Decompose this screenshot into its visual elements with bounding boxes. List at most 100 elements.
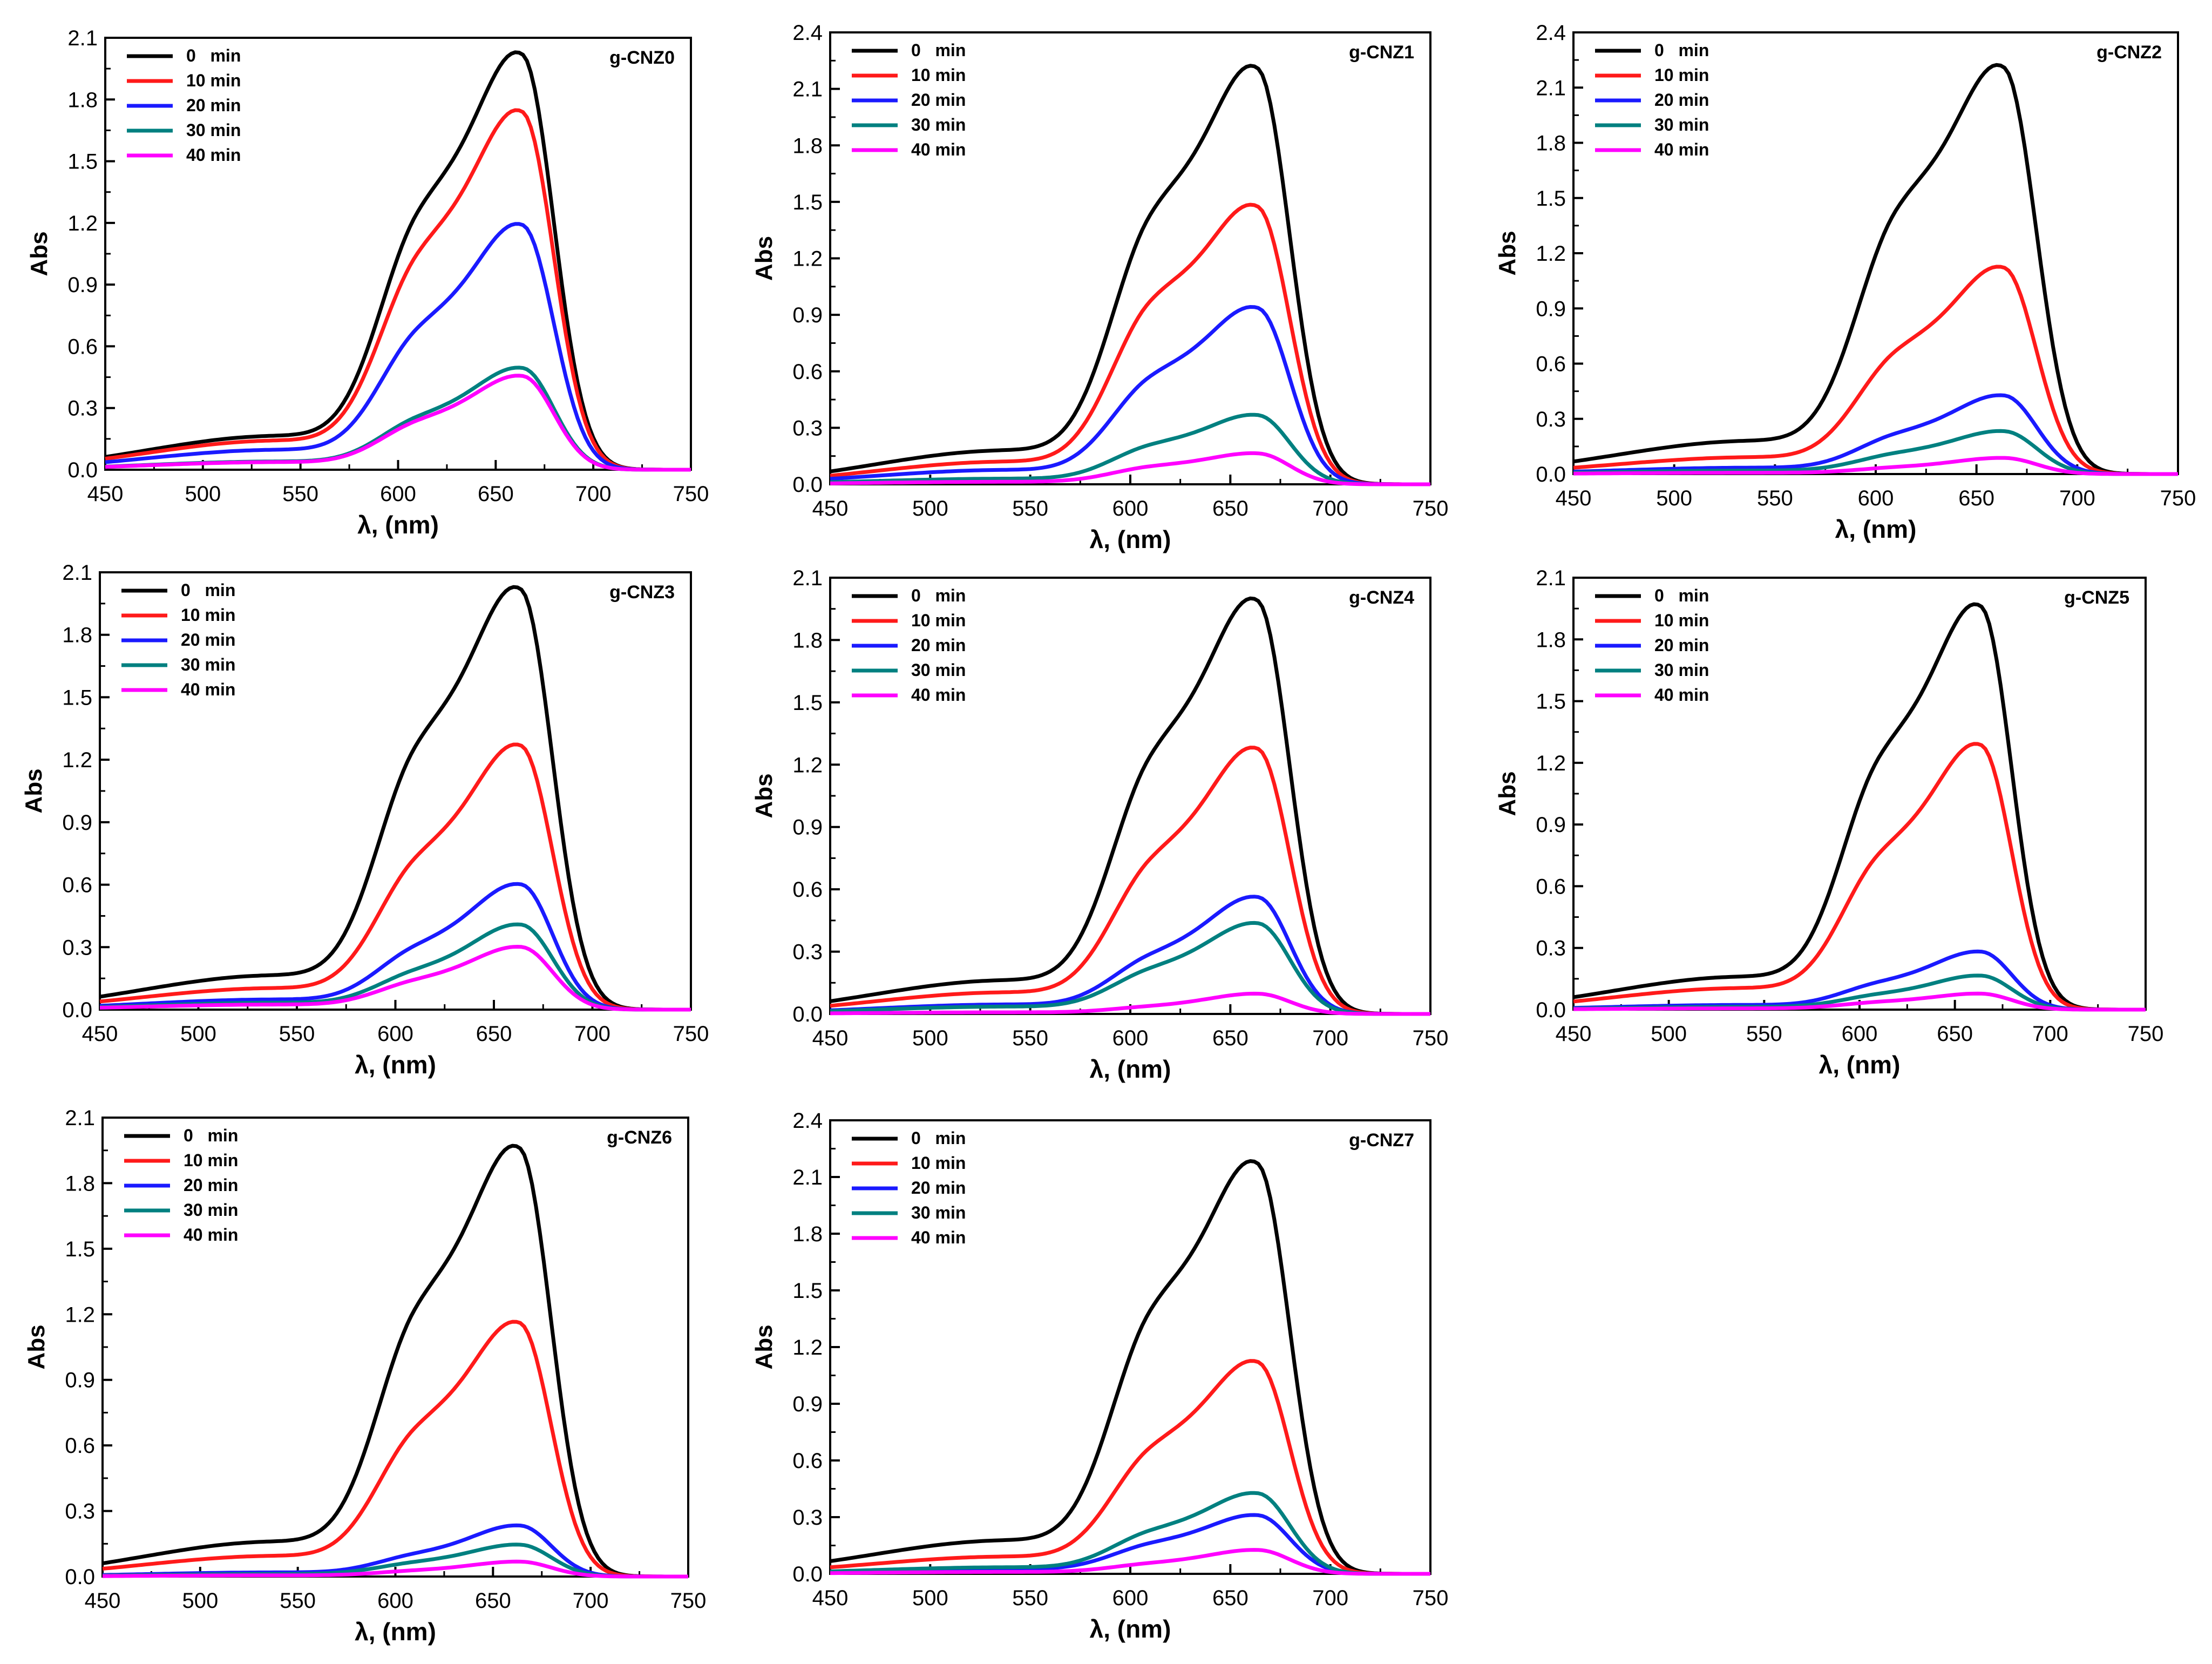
x-tick-label: 700 <box>1312 1586 1348 1610</box>
legend-label-1: 10 min <box>911 611 966 630</box>
x-tick-label: 500 <box>1656 486 1692 510</box>
panel-title: g-CNZ7 <box>1349 1130 1414 1151</box>
y-tick-label: 0.0 <box>792 473 823 497</box>
x-axis-label: λ, (nm) <box>355 1051 436 1079</box>
y-tick-label: 0.3 <box>1536 408 1566 431</box>
x-tick-label: 750 <box>2128 1022 2164 1046</box>
series-line-3 <box>830 412 1430 486</box>
legend-label-0: 0 min <box>186 46 241 65</box>
chart-panel-0: 450 500 550 600 650 700 750 0.0 0.3 0.6 0.9 1.2 1.5 1… <box>26 26 709 539</box>
chart-panel-3: 450 500 550 600 650 700 750 0.0 0.3 0.6 0.9 1.2 1.5 1… <box>21 561 709 1079</box>
y-axis-label: Abs <box>21 768 47 813</box>
y-tick-label: 1.8 <box>792 134 823 158</box>
y-tick-label: 2.1 <box>792 78 823 102</box>
x-tick-label: 550 <box>282 482 318 506</box>
x-tick-label: 750 <box>2160 486 2196 510</box>
x-tick-label: 450 <box>812 1026 849 1050</box>
x-tick-label: 700 <box>573 1589 609 1613</box>
x-tick-label: 700 <box>575 482 612 506</box>
y-tick-label: 1.2 <box>1536 752 1566 775</box>
y-axis-label: Abs <box>1494 771 1521 816</box>
legend-label-4: 40 min <box>911 685 966 705</box>
legend-label-0: 0 min <box>911 1128 966 1148</box>
legend-label-2: 20 min <box>186 96 241 115</box>
x-tick-label: 550 <box>279 1022 315 1046</box>
y-tick-label: 0.0 <box>67 458 98 482</box>
y-tick-label: 1.2 <box>792 753 823 777</box>
legend-label-3: 30 min <box>1654 660 1709 680</box>
legend-label-3: 30 min <box>1654 115 1709 134</box>
x-tick-label: 650 <box>478 482 514 506</box>
y-tick-label: 0.9 <box>792 303 823 327</box>
x-tick-label: 650 <box>1958 486 1994 510</box>
x-tick-label: 500 <box>912 1586 948 1610</box>
x-tick-label: 450 <box>1556 486 1592 510</box>
y-tick-label: 0.9 <box>792 816 823 840</box>
x-tick-label: 450 <box>85 1589 121 1613</box>
legend-label-1: 10 min <box>181 605 235 625</box>
series-line-4 <box>830 1548 1430 1576</box>
x-tick-label: 450 <box>1556 1022 1592 1046</box>
legend-label-4: 40 min <box>184 1225 238 1244</box>
legend-label-3: 30 min <box>911 115 966 134</box>
legend-label-4: 40 min <box>911 140 966 159</box>
legend-label-2: 20 min <box>184 1175 238 1195</box>
y-tick-label: 0.0 <box>62 998 92 1022</box>
series-line-4 <box>1573 991 2146 1012</box>
x-axis-label: λ, (nm) <box>1835 515 1917 543</box>
y-tick-label: 1.8 <box>792 628 823 652</box>
legend-label-2: 20 min <box>911 90 966 110</box>
x-tick-label: 550 <box>1012 1586 1048 1610</box>
series-line-0 <box>1573 63 2178 476</box>
y-tick-label: 1.8 <box>62 624 92 647</box>
y-tick-label: 2.1 <box>792 1166 823 1189</box>
x-tick-label: 700 <box>574 1022 610 1046</box>
y-tick-label: 0.9 <box>1536 297 1566 321</box>
panel-title: g-CNZ3 <box>609 582 675 603</box>
x-axis-label: λ, (nm) <box>1090 1615 1171 1643</box>
series-line-1 <box>99 742 691 1012</box>
series-line-2 <box>830 305 1430 486</box>
x-tick-label: 550 <box>1012 497 1048 520</box>
y-tick-label: 2.1 <box>1536 76 1566 100</box>
y-tick-label: 0.3 <box>792 416 823 440</box>
x-tick-label: 600 <box>1112 497 1149 520</box>
x-tick-label: 750 <box>673 482 709 506</box>
y-tick-label: 0.0 <box>1536 998 1566 1022</box>
x-axis-label: λ, (nm) <box>1819 1051 1901 1079</box>
x-axis-label: λ, (nm) <box>1090 1055 1171 1083</box>
x-tick-label: 600 <box>1112 1586 1149 1610</box>
legend-label-3: 30 min <box>184 1200 238 1220</box>
y-tick-label: 1.2 <box>67 212 98 235</box>
x-tick-label: 600 <box>1112 1026 1149 1050</box>
y-tick-label: 0.3 <box>67 397 98 421</box>
y-tick-label: 0.0 <box>792 1003 823 1026</box>
y-tick-label: 2.4 <box>1536 21 1566 45</box>
y-tick-label: 2.1 <box>65 1106 95 1130</box>
x-tick-label: 650 <box>1937 1022 1973 1046</box>
series-line-1 <box>830 746 1430 1016</box>
legend-label-0: 0 min <box>1654 586 1709 605</box>
panel-title: g-CNZ2 <box>2096 42 2162 63</box>
series-line-0 <box>102 1144 688 1579</box>
series-line-0 <box>830 64 1430 486</box>
y-tick-label: 1.8 <box>1536 132 1566 155</box>
y-tick-label: 0.6 <box>1536 353 1566 376</box>
y-tick-label: 1.5 <box>792 191 823 214</box>
x-tick-label: 750 <box>1413 1026 1449 1050</box>
series-line-2 <box>1573 393 2178 476</box>
y-tick-label: 0.0 <box>65 1565 95 1589</box>
series-line-0 <box>830 596 1430 1016</box>
legend-label-1: 10 min <box>1654 611 1709 630</box>
series-line-1 <box>105 108 691 472</box>
y-tick-label: 1.5 <box>792 691 823 715</box>
y-tick-label: 0.6 <box>792 1449 823 1473</box>
y-tick-label: 2.1 <box>67 26 98 50</box>
series-line-1 <box>1573 742 2146 1012</box>
y-tick-label: 0.6 <box>792 878 823 902</box>
y-tick-label: 0.9 <box>1536 813 1566 837</box>
series-line-3 <box>830 1491 1430 1576</box>
x-tick-label: 750 <box>670 1589 707 1613</box>
